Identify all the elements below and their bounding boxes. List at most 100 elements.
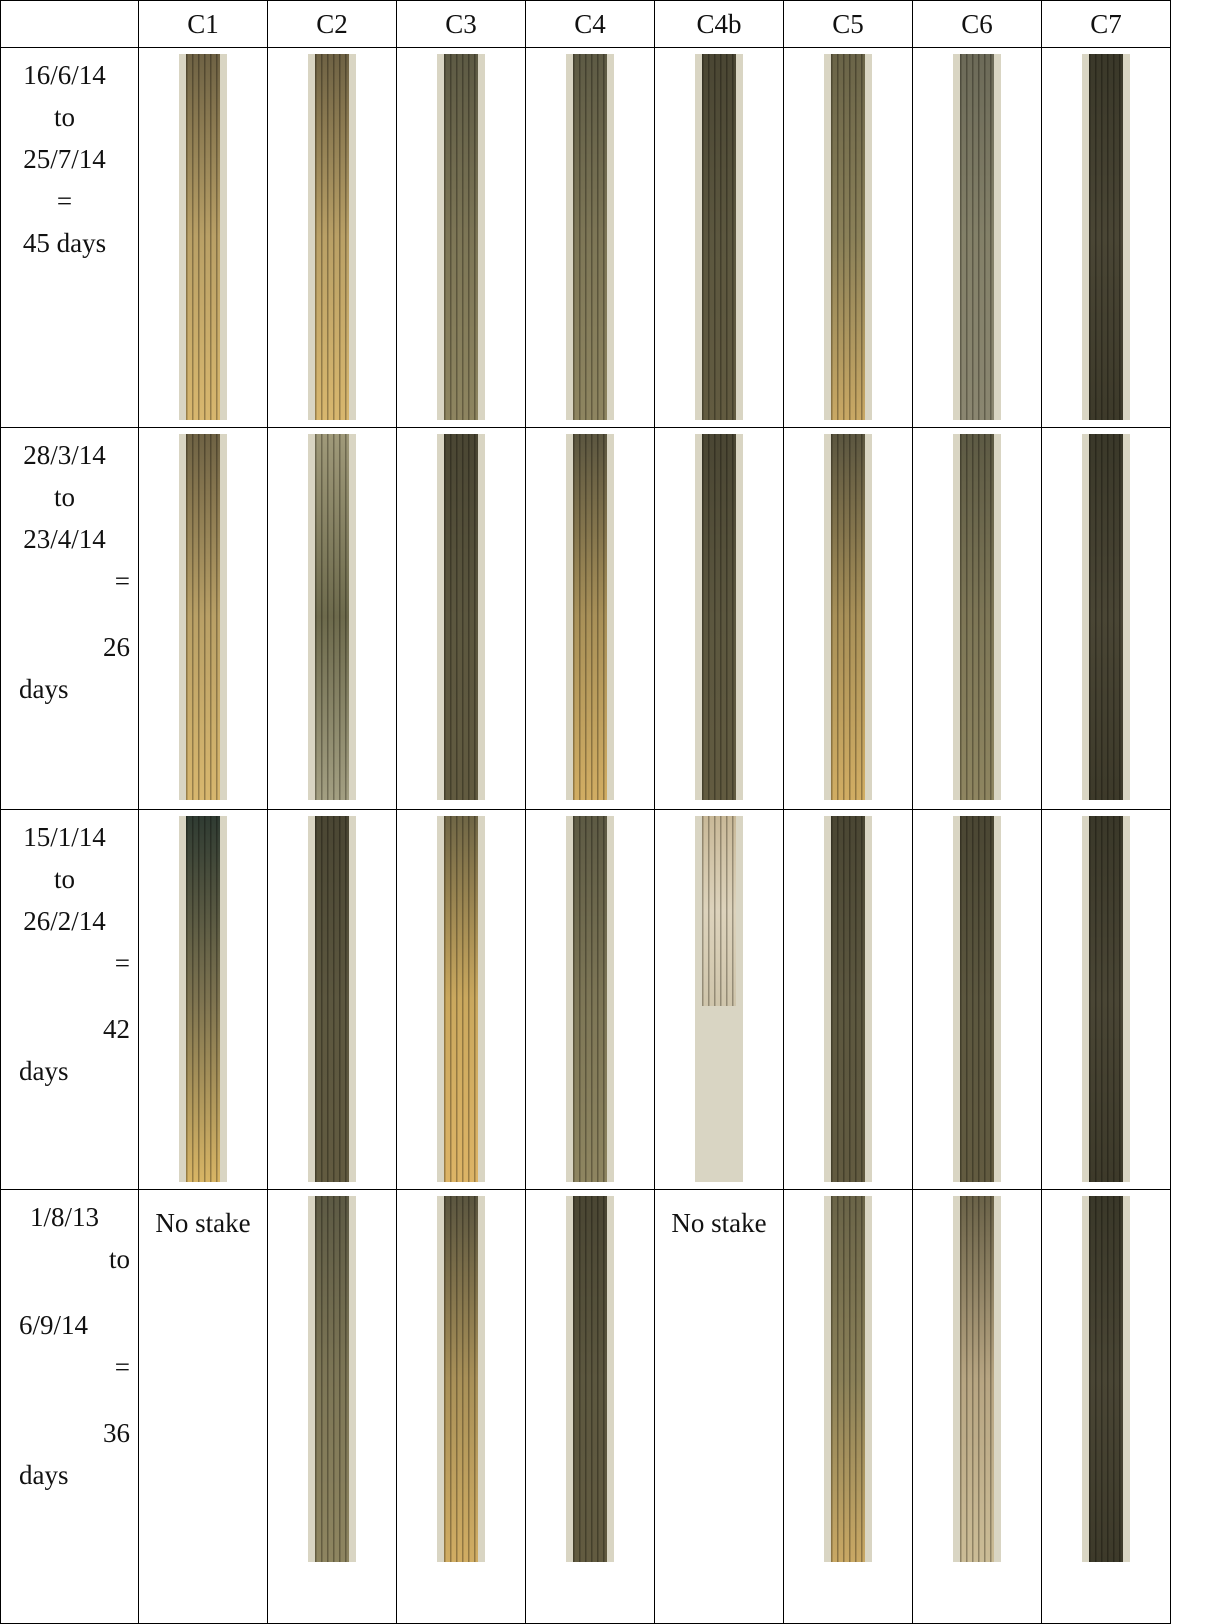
column-header: C4: [525, 0, 655, 48]
period-cell: 16/6/14 to 25/7/14 = 45 days: [0, 47, 139, 428]
period-line: to: [53, 102, 75, 132]
period-line: to: [108, 1244, 130, 1274]
period-line: 1/8/13: [29, 1202, 99, 1232]
period-line: 26: [103, 632, 130, 662]
stake-image: [444, 434, 478, 800]
stake-cell: [396, 809, 526, 1190]
period-line: to: [53, 864, 75, 894]
stake-cell: [783, 47, 913, 428]
stake-image: [573, 816, 607, 1182]
stake-cell: [267, 47, 397, 428]
stake-image: [186, 816, 220, 1182]
column-header: C5: [783, 0, 913, 48]
stake-cell: [1041, 47, 1171, 428]
stake-cell: No stake: [654, 1189, 784, 1624]
period-line: to: [53, 482, 75, 512]
stake-image: [960, 1196, 994, 1562]
period-line: =: [56, 186, 73, 216]
stake-cell: [783, 1189, 913, 1624]
stake-image: [444, 816, 478, 1182]
stake-cell: [138, 809, 268, 1190]
stake-image: [315, 434, 349, 800]
period-line: 25/7/14: [23, 144, 106, 174]
stake-cell: [525, 809, 655, 1190]
stake-cell: [1041, 809, 1171, 1190]
period-line: 28/3/14: [23, 440, 106, 470]
period-line: days: [19, 1460, 69, 1490]
column-header: C7: [1041, 0, 1171, 48]
stake-cell: [654, 47, 784, 428]
period-line: 36: [103, 1418, 130, 1448]
column-header: C3: [396, 0, 526, 48]
stake-cell: No stake: [138, 1189, 268, 1624]
stake-cell: [654, 427, 784, 810]
stake-image: [573, 54, 607, 420]
stake-image: [831, 54, 865, 420]
stake-table: C1 C2 C3 C4 C4b C5 C6 C7 16/6/14 to 25/7…: [0, 0, 1171, 1624]
stake-image: [315, 816, 349, 1182]
stake-cell: [912, 809, 1042, 1190]
stake-image: [702, 816, 736, 1006]
stake-image: [831, 1196, 865, 1562]
stake-cell: [912, 1189, 1042, 1624]
period-line: 23/4/14: [23, 524, 106, 554]
stake-cell: [267, 427, 397, 810]
stake-cell: [396, 1189, 526, 1624]
period-line: days: [19, 674, 69, 704]
period-line: 26/2/14: [23, 906, 106, 936]
stake-image: [1089, 54, 1123, 420]
row: 1/8/13 to 6/9/14 = 36 days No stake No st…: [0, 1189, 1171, 1624]
column-header: C1: [138, 0, 268, 48]
period-line: 15/1/14: [23, 822, 106, 852]
period-cell: 1/8/13 to 6/9/14 = 36 days: [0, 1189, 139, 1624]
stake-cell: [654, 809, 784, 1190]
stake-image: [960, 434, 994, 800]
stake-image: [186, 434, 220, 800]
stake-image: [444, 54, 478, 420]
stake-cell: [525, 1189, 655, 1624]
corner-cell: [0, 0, 139, 48]
period-line: =: [114, 948, 130, 978]
cell-note: No stake: [155, 1208, 251, 1238]
stake-cell: [267, 1189, 397, 1624]
stake-cell: [1041, 427, 1171, 810]
stake-image: [444, 1196, 478, 1562]
stake-image: [831, 816, 865, 1182]
column-header: C2: [267, 0, 397, 48]
row: 15/1/14 to 26/2/14 = 42 days: [0, 809, 1171, 1190]
stake-cell: [138, 427, 268, 810]
stake-cell: [267, 809, 397, 1190]
stake-image: [573, 434, 607, 800]
stake-image: [960, 816, 994, 1182]
stake-image: [702, 54, 736, 420]
period-line: 16/6/14: [23, 60, 106, 90]
stake-image: [960, 54, 994, 420]
stake-cell: [912, 427, 1042, 810]
period-line: 42: [103, 1014, 130, 1044]
stake-cell: [912, 47, 1042, 428]
stake-image: [315, 54, 349, 420]
period-line: days: [19, 1056, 69, 1086]
period-cell: 28/3/14 to 23/4/14 = 26 days: [0, 427, 139, 810]
period-line: 6/9/14: [19, 1310, 89, 1340]
stake-cell: [525, 427, 655, 810]
stake-cell: [396, 47, 526, 428]
stake-image: [702, 434, 736, 800]
cell-note: No stake: [671, 1208, 767, 1238]
stake-cell: [1041, 1189, 1171, 1624]
header-row: C1 C2 C3 C4 C4b C5 C6 C7: [0, 0, 1171, 48]
period-cell: 15/1/14 to 26/2/14 = 42 days: [0, 809, 139, 1190]
stake-cell: [525, 47, 655, 428]
stake-image: [186, 54, 220, 420]
column-header: C6: [912, 0, 1042, 48]
stake-cell: [138, 47, 268, 428]
stake-cell: [396, 427, 526, 810]
stake-cell: [783, 427, 913, 810]
period-line: =: [114, 566, 130, 596]
stake-image: [1089, 434, 1123, 800]
column-header: C4b: [654, 0, 784, 48]
period-line: 45 days: [22, 228, 107, 258]
stake-cell: [783, 809, 913, 1190]
row: 28/3/14 to 23/4/14 = 26 days: [0, 427, 1171, 810]
